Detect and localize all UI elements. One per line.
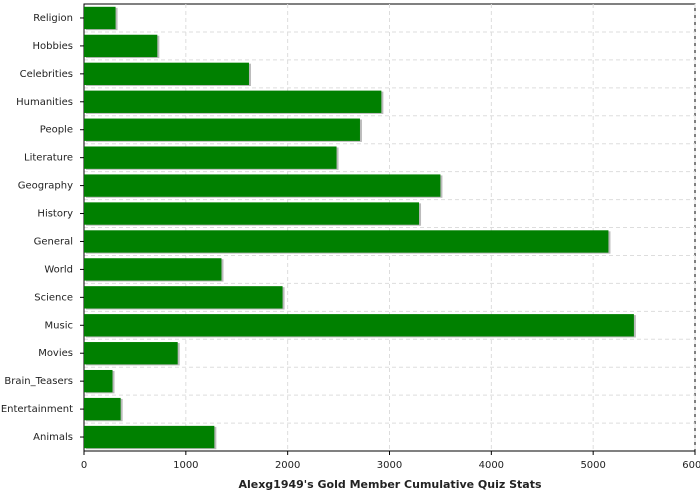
bar (84, 342, 178, 365)
x-tick-label: 5000 (580, 460, 605, 471)
bar (84, 314, 634, 337)
bar (84, 258, 222, 281)
y-tick-label: Science (34, 292, 73, 303)
bar (84, 62, 249, 86)
bar (84, 146, 337, 169)
y-tick-label: Celebrities (20, 69, 73, 80)
x-tick-label: 6000 (682, 460, 700, 471)
bar (84, 369, 113, 393)
y-tick-label: People (40, 125, 73, 136)
y-tick-label: Brain_Teasers (4, 376, 73, 387)
bar (84, 118, 360, 141)
bar (84, 202, 420, 225)
y-tick-label: Geography (18, 181, 73, 192)
y-tick-label: Religion (33, 13, 73, 24)
bar (84, 6, 116, 30)
y-tick-label: History (37, 209, 73, 220)
y-tick-label: Music (45, 320, 73, 331)
bar (84, 397, 121, 421)
bar (84, 174, 441, 197)
y-tick-label: Entertainment (1, 404, 73, 415)
x-tick-label: 0 (81, 460, 87, 471)
x-tick-label: 3000 (377, 460, 402, 471)
y-tick-label: Humanities (16, 97, 73, 108)
y-tick-label: World (44, 264, 73, 275)
y-tick-label: General (34, 236, 73, 247)
x-tick-label: 4000 (479, 460, 504, 471)
x-axis-label: Alexg1949's Gold Member Cumulative Quiz … (238, 478, 542, 491)
bar (84, 90, 382, 113)
x-tick-label: 2000 (275, 460, 300, 471)
y-tick-label: Literature (24, 153, 73, 164)
x-tick-label: 1000 (173, 460, 198, 471)
bar (84, 34, 158, 58)
bar (84, 286, 283, 309)
bar (84, 230, 609, 253)
y-tick-label: Hobbies (33, 41, 73, 52)
bar (84, 425, 215, 449)
y-tick-label: Movies (38, 348, 73, 359)
y-tick-label: Animals (33, 432, 73, 443)
